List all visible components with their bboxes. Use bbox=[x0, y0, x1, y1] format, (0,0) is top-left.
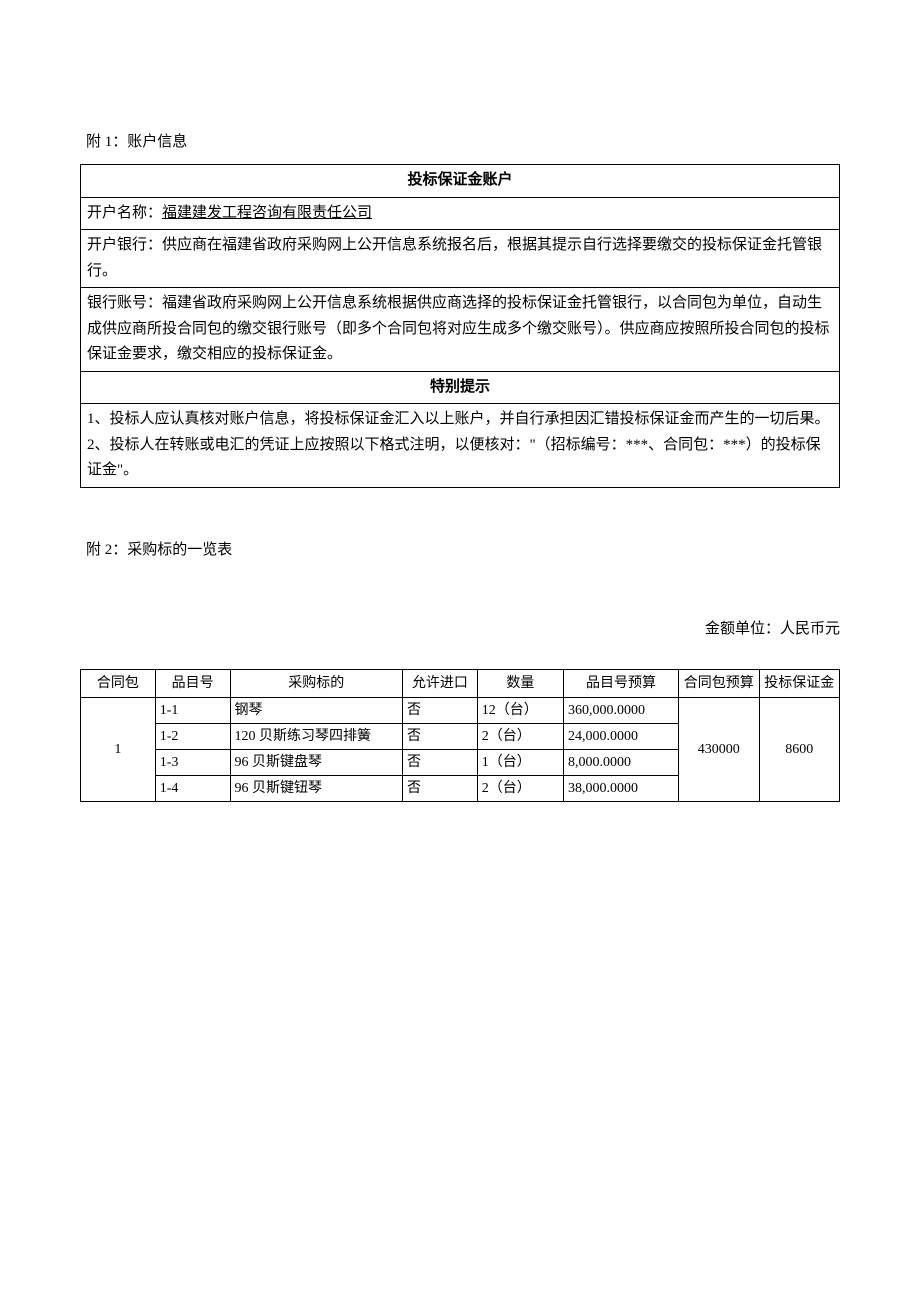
header-target: 采购标的 bbox=[230, 669, 403, 698]
currency-unit-label: 金额单位：人民币元 bbox=[80, 617, 840, 641]
bank-info-row: 开户银行：供应商在福建省政府采购网上公开信息系统报名后，根据其提示自行选择要缴交… bbox=[81, 230, 840, 288]
attachment2-title: 附 2：采购标的一览表 bbox=[80, 538, 840, 562]
purchase-table: 合同包 品目号 采购标的 允许进口 数量 品目号预算 合同包预算 投标保证金 1… bbox=[80, 669, 840, 803]
header-import: 允许进口 bbox=[403, 669, 478, 698]
quantity-cell: 1（台） bbox=[477, 750, 563, 776]
table-header-row: 合同包 品目号 采购标的 允许进口 数量 品目号预算 合同包预算 投标保证金 bbox=[81, 669, 840, 698]
budget-cell: 24,000.0000 bbox=[564, 724, 679, 750]
target-cell: 钢琴 bbox=[230, 698, 403, 724]
account-header: 投标保证金账户 bbox=[81, 165, 840, 198]
target-cell: 120 贝斯练习琴四排簧 bbox=[230, 724, 403, 750]
target-cell: 96 贝斯键盘琴 bbox=[230, 750, 403, 776]
header-item-budget: 品目号预算 bbox=[564, 669, 679, 698]
item-no-cell: 1-2 bbox=[155, 724, 230, 750]
account-info-table: 投标保证金账户 开户名称：福建建发工程咨询有限责任公司 开户银行：供应商在福建省… bbox=[80, 164, 840, 488]
item-no-cell: 1-1 bbox=[155, 698, 230, 724]
package-no-cell: 1 bbox=[81, 698, 156, 802]
notice-line2: 2、投标人在转账或电汇的凭证上应按照以下格式注明，以便核对："（招标编号：***… bbox=[87, 433, 833, 484]
budget-cell: 8,000.0000 bbox=[564, 750, 679, 776]
import-cell: 否 bbox=[403, 776, 478, 802]
account-name-label: 开户名称： bbox=[87, 205, 162, 221]
attachment1-title: 附 1：账户信息 bbox=[80, 130, 840, 154]
quantity-cell: 2（台） bbox=[477, 724, 563, 750]
header-item-no: 品目号 bbox=[155, 669, 230, 698]
item-no-cell: 1-4 bbox=[155, 776, 230, 802]
budget-cell: 360,000.0000 bbox=[564, 698, 679, 724]
budget-cell: 38,000.0000 bbox=[564, 776, 679, 802]
account-name-row: 开户名称：福建建发工程咨询有限责任公司 bbox=[81, 197, 840, 230]
import-cell: 否 bbox=[403, 698, 478, 724]
header-quantity: 数量 bbox=[477, 669, 563, 698]
item-no-cell: 1-3 bbox=[155, 750, 230, 776]
account-name-value: 福建建发工程咨询有限责任公司 bbox=[162, 205, 372, 221]
quantity-cell: 12（台） bbox=[477, 698, 563, 724]
notice-content: 1、投标人应认真核对账户信息，将投标保证金汇入以上账户，并自行承担因汇错投标保证… bbox=[81, 404, 840, 488]
package-budget-cell: 430000 bbox=[679, 698, 760, 802]
table-row: 1 1-1 钢琴 否 12（台） 360,000.0000 430000 860… bbox=[81, 698, 840, 724]
header-deposit: 投标保证金 bbox=[759, 669, 840, 698]
notice-line1: 1、投标人应认真核对账户信息，将投标保证金汇入以上账户，并自行承担因汇错投标保证… bbox=[87, 407, 833, 433]
import-cell: 否 bbox=[403, 724, 478, 750]
header-package-budget: 合同包预算 bbox=[679, 669, 760, 698]
header-package: 合同包 bbox=[81, 669, 156, 698]
import-cell: 否 bbox=[403, 750, 478, 776]
target-cell: 96 贝斯键钮琴 bbox=[230, 776, 403, 802]
package-deposit-cell: 8600 bbox=[759, 698, 840, 802]
notice-header: 特别提示 bbox=[81, 371, 840, 404]
account-number-row: 银行账号：福建省政府采购网上公开信息系统根据供应商选择的投标保证金托管银行，以合… bbox=[81, 288, 840, 372]
quantity-cell: 2（台） bbox=[477, 776, 563, 802]
